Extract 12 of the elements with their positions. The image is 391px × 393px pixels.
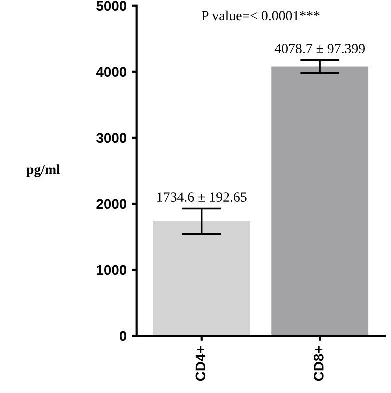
data-label: 4078.7 ± 97.399 xyxy=(274,44,366,54)
y-axis-title: pg/ml xyxy=(26,164,60,178)
y-tick-label: 2000 xyxy=(96,199,127,210)
y-tick-label: 5000 xyxy=(96,1,127,12)
y-tick-label: 1000 xyxy=(97,265,127,276)
annotation: P value=< 0.0001*** xyxy=(202,10,320,21)
x-tick-label: CD4+ xyxy=(196,346,206,382)
y-tick-label: 3000 xyxy=(96,133,127,144)
y-tick-label: 4000 xyxy=(96,67,127,78)
y-tick-label: 0 xyxy=(120,331,127,342)
x-tick-label: CD8+ xyxy=(314,346,324,382)
data-label: 1734.6 ± 192.65 xyxy=(158,192,247,202)
